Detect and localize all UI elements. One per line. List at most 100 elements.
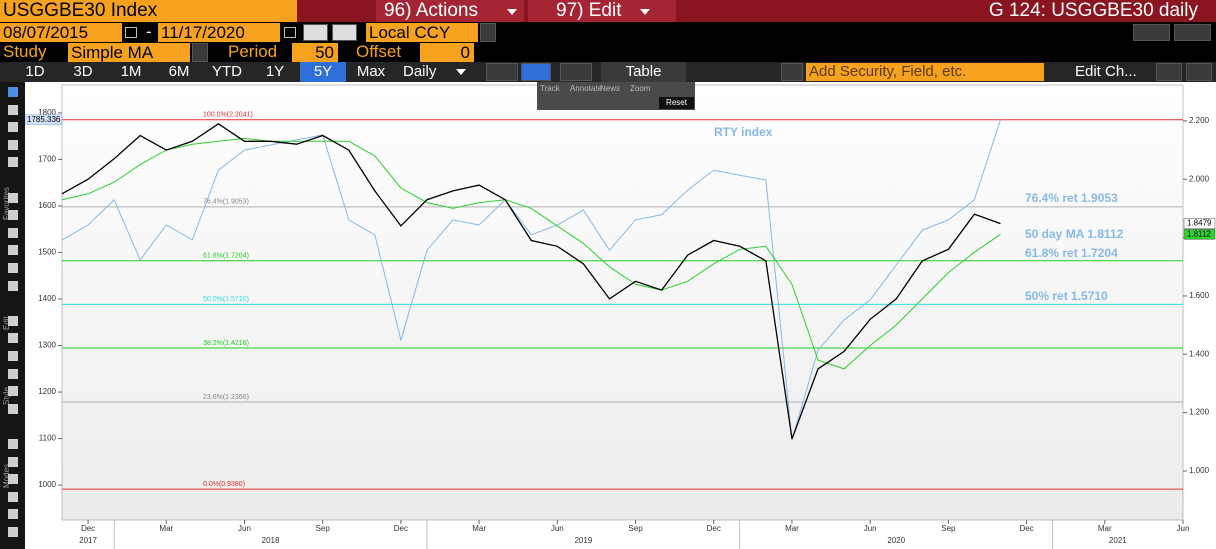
retracement-label: 50.0%(1.5710) bbox=[203, 296, 249, 303]
bar-chart-button[interactable] bbox=[521, 63, 551, 81]
retracement-label: 23.6%(1.2366) bbox=[203, 394, 249, 401]
retracement-label: 76.4%(1.9053) bbox=[203, 199, 249, 206]
table-button[interactable]: Table bbox=[601, 62, 686, 82]
tool-icon[interactable] bbox=[8, 474, 18, 485]
tool-icon[interactable] bbox=[8, 315, 18, 326]
study-dropdown[interactable] bbox=[192, 43, 208, 62]
add-security-field[interactable]: Add Security, Field, etc. bbox=[806, 63, 1044, 81]
settings-button[interactable] bbox=[1186, 63, 1212, 81]
x-tick-label: Sep bbox=[941, 524, 956, 533]
calendar-icon[interactable] bbox=[284, 27, 296, 38]
x-tick-label: Dec bbox=[394, 524, 408, 533]
range-button[interactable]: 5Y bbox=[300, 62, 346, 82]
tool-icon[interactable] bbox=[8, 122, 18, 133]
y2-tick-label: 2.200 bbox=[1189, 116, 1210, 125]
tool-icon[interactable] bbox=[8, 386, 18, 397]
tool-icon[interactable] bbox=[8, 210, 18, 221]
retracement-label: 61.8%(1.7204) bbox=[203, 253, 249, 260]
chart-type-dropdown[interactable] bbox=[560, 63, 592, 81]
calendar-icon[interactable] bbox=[125, 27, 137, 38]
study-field[interactable]: Simple MA bbox=[68, 43, 190, 62]
retracement-label: 0.0%(0.9380) bbox=[203, 481, 245, 488]
period-field[interactable]: 50 bbox=[292, 43, 338, 62]
tool-icon[interactable] bbox=[8, 280, 18, 291]
study-label: Study bbox=[3, 42, 47, 61]
range-button[interactable]: 1D bbox=[25, 63, 45, 80]
frequency-select[interactable]: Daily bbox=[403, 63, 437, 80]
security-field[interactable]: USGGBE30 Index bbox=[0, 0, 297, 22]
tool-icon[interactable] bbox=[8, 157, 18, 168]
tool-icon[interactable] bbox=[8, 104, 18, 115]
chart-layer: 1000 1100 1200 1300 1400 1500 1600 1700 1800 1.00… bbox=[24, 108, 1216, 549]
x-tick-label: Dec bbox=[1019, 524, 1033, 533]
y-tick-label: 1400 bbox=[38, 294, 56, 303]
popup-item[interactable]: Track bbox=[540, 84, 560, 93]
offset-field[interactable]: 0 bbox=[420, 43, 474, 62]
currency-dropdown[interactable] bbox=[480, 23, 496, 42]
x-tick-label: Jun bbox=[238, 524, 251, 533]
tool-icon[interactable] bbox=[8, 456, 18, 467]
line-chart-button[interactable] bbox=[486, 63, 518, 81]
tool-icon[interactable] bbox=[8, 139, 18, 150]
y-tick-label: 1700 bbox=[38, 155, 56, 164]
annotation: 50% ret 1.5710 bbox=[1025, 289, 1108, 303]
next-button[interactable] bbox=[332, 24, 357, 41]
annotation: 76.4% ret 1.9053 bbox=[1025, 191, 1118, 205]
x-tick-label: Dec bbox=[81, 524, 95, 533]
redo-button[interactable] bbox=[1174, 24, 1211, 41]
end-date[interactable]: 11/17/2020 bbox=[158, 23, 280, 42]
annotate-button[interactable] bbox=[1156, 63, 1182, 81]
y2-tick-label: 1.200 bbox=[1189, 408, 1210, 417]
edit-menu[interactable]: 97) Edit bbox=[528, 0, 676, 22]
tool-icon[interactable] bbox=[8, 527, 18, 537]
prev-button[interactable] bbox=[303, 24, 328, 41]
y-tick-label: 1600 bbox=[38, 201, 56, 210]
popup-item[interactable]: News bbox=[600, 84, 621, 93]
collapse-button[interactable] bbox=[781, 63, 803, 81]
range-button[interactable]: 1M bbox=[120, 63, 142, 80]
tool-icon[interactable] bbox=[8, 439, 18, 449]
undo-button[interactable] bbox=[1133, 24, 1170, 41]
tool-icon[interactable] bbox=[8, 509, 18, 520]
range-button[interactable]: 1Y bbox=[265, 63, 285, 80]
tool-icon[interactable] bbox=[8, 227, 18, 238]
x-tick-label: Mar bbox=[159, 524, 173, 533]
tool-icon[interactable] bbox=[8, 403, 18, 414]
y-tick-label: 1000 bbox=[38, 480, 56, 489]
tool-icon[interactable] bbox=[8, 368, 18, 379]
tool-icon[interactable] bbox=[8, 333, 18, 344]
range-button[interactable]: Max bbox=[356, 63, 386, 80]
last-value-tag bbox=[1183, 229, 1216, 240]
year-label: 2018 bbox=[262, 536, 280, 545]
plot-area bbox=[61, 84, 1184, 521]
y2-tick-label: 2.000 bbox=[1189, 174, 1210, 183]
year-label: 2017 bbox=[79, 536, 97, 545]
start-date[interactable]: 08/07/2015 bbox=[0, 23, 122, 42]
tool-icon[interactable] bbox=[8, 245, 18, 256]
last-value-tag bbox=[24, 114, 63, 125]
range-button[interactable]: 6M bbox=[168, 63, 190, 80]
tool-icon[interactable] bbox=[8, 351, 18, 361]
tool-icon[interactable] bbox=[8, 192, 18, 203]
popup-item[interactable]: Annotate bbox=[570, 84, 603, 93]
y2-tick-label: 1.400 bbox=[1189, 349, 1210, 358]
tool-icon[interactable] bbox=[8, 87, 18, 97]
x-tick-label: Jun bbox=[864, 524, 877, 533]
currency-field[interactable]: Local CCY bbox=[366, 23, 478, 42]
actions-menu[interactable]: 96) Actions bbox=[376, 0, 524, 22]
popup-item[interactable]: Zoom bbox=[630, 84, 651, 93]
tool-icon[interactable] bbox=[8, 263, 18, 273]
reset-button[interactable]: Reset bbox=[659, 97, 694, 109]
range-button[interactable]: 3D bbox=[73, 63, 93, 80]
dropdown-arrow bbox=[456, 69, 466, 75]
year-label: 2019 bbox=[574, 536, 592, 545]
series-line bbox=[61, 123, 1001, 440]
range-button[interactable]: YTD bbox=[212, 63, 242, 80]
annotation: 61.8% ret 1.7204 bbox=[1025, 246, 1118, 260]
tool-icon[interactable] bbox=[8, 491, 18, 502]
edit-chart-button[interactable]: Edit Ch... bbox=[1075, 63, 1137, 80]
y-tick-label: 1300 bbox=[38, 341, 56, 350]
y-tick-label: 1500 bbox=[38, 248, 56, 257]
x-tick-label: Mar bbox=[472, 524, 486, 533]
